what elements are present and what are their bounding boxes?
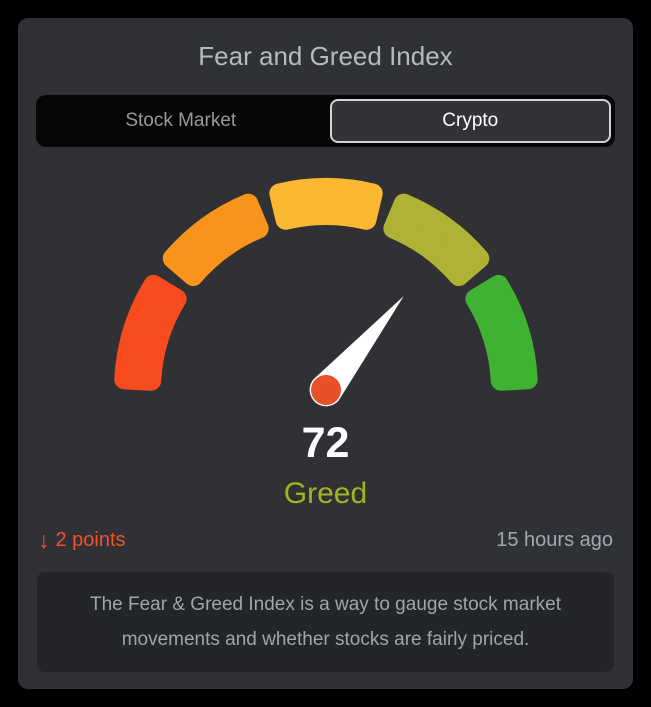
tab-stock-market[interactable]: Stock Market bbox=[125, 110, 237, 131]
gauge-container bbox=[18, 170, 633, 414]
tab-crypto[interactable]: Crypto bbox=[329, 99, 611, 143]
change-points: 2 points bbox=[55, 528, 126, 551]
page-title: Fear and Greed Index bbox=[198, 41, 453, 71]
index-label: Greed bbox=[283, 477, 368, 510]
market-toggle: Stock Market Crypto bbox=[36, 95, 615, 147]
status-row: ↓ 2 points 15 hours ago bbox=[38, 526, 613, 554]
description-box: The Fear & Greed Index is a way to gauge… bbox=[37, 572, 614, 672]
gauge-segment-1 bbox=[113, 274, 187, 391]
gauge-segment-2 bbox=[162, 193, 269, 287]
description-text: The Fear & Greed Index is a way to gauge… bbox=[89, 594, 561, 650]
index-value: 72 bbox=[301, 419, 350, 467]
down-arrow-icon: ↓ bbox=[38, 527, 50, 553]
fear-greed-card: Fear and Greed Index Stock Market Crypto… bbox=[18, 18, 633, 689]
gauge-segment-5 bbox=[464, 274, 538, 391]
gauge-pivot bbox=[310, 375, 341, 405]
gauge-segment-3 bbox=[268, 178, 383, 230]
gauge-svg bbox=[113, 178, 538, 407]
updated-time: 15 hours ago bbox=[496, 528, 613, 551]
change-indicator: ↓ 2 points bbox=[38, 526, 126, 554]
gauge-segment-4 bbox=[382, 193, 489, 287]
